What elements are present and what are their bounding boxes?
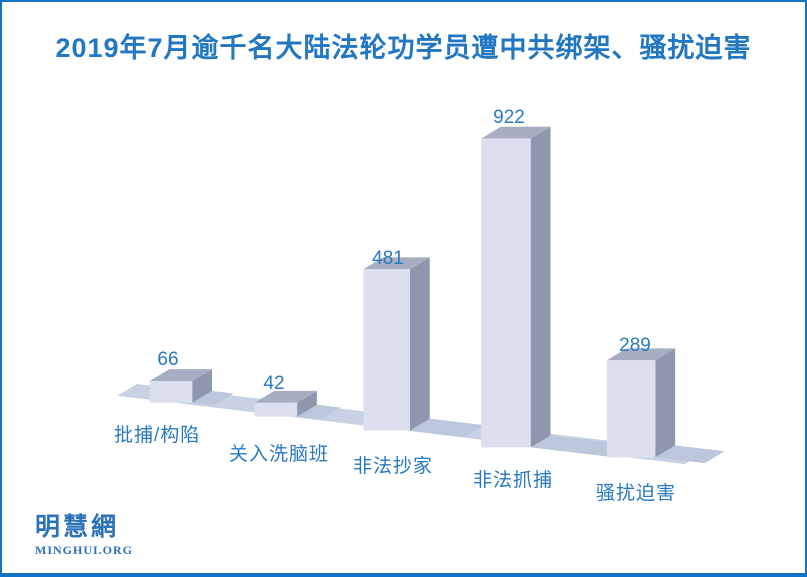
bar-front-face <box>149 381 193 403</box>
minghui-logo: 明慧網 MINGHUI.ORG <box>35 512 133 558</box>
bar-top-face <box>149 369 213 382</box>
bar-front-face <box>606 360 656 458</box>
bar-value-label: 66 <box>157 349 179 370</box>
minghui-logo-url-text: MINGHUI.ORG <box>35 543 133 557</box>
bar-category-label: 骚扰迫害 <box>596 483 677 504</box>
bar-top-face <box>606 348 676 361</box>
bar-top-face <box>254 390 317 403</box>
bar-value-label: 922 <box>493 107 525 128</box>
bar-category-label: 关入洗脑班 <box>229 444 330 465</box>
bar-side-face <box>530 126 551 448</box>
bar-shadow <box>192 390 234 406</box>
bar-category-label: 批捕/构陷 <box>114 425 201 446</box>
bar-side-face <box>409 257 430 431</box>
bar-shadow <box>655 445 725 464</box>
bar-side-face <box>192 369 213 403</box>
bar-front-face <box>254 402 298 417</box>
chart-title: 2019年7月逾千名大陆法轮功学员遭中共绑架、骚扰迫害 <box>55 33 752 63</box>
bar-shadow <box>409 418 485 438</box>
minghui-logo-cjk-text: 明慧網 <box>35 513 120 541</box>
bar-value-label: 42 <box>263 373 285 394</box>
bar-shadow <box>297 404 341 420</box>
bar-category-label: 非法抓捕 <box>473 470 554 491</box>
bar-side-face <box>655 348 676 458</box>
bar-side-face <box>297 390 317 417</box>
bar-category-label: 非法抄家 <box>353 456 434 477</box>
bar-value-label: 289 <box>619 335 651 356</box>
bar-value-label: 481 <box>372 248 404 269</box>
bar-top-face <box>363 257 430 270</box>
bar-front-face <box>363 269 410 431</box>
bar-front-face <box>481 138 531 448</box>
bar-top-face <box>481 126 551 139</box>
